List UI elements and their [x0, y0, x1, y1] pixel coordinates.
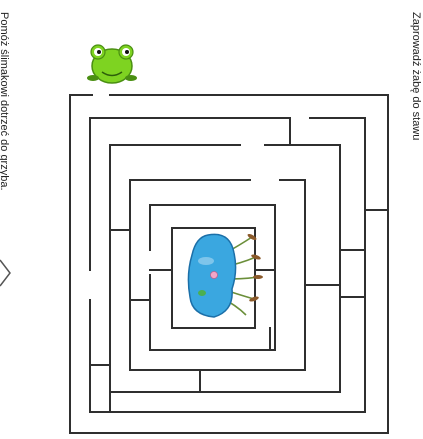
maze-wall-cross: [89, 117, 389, 413]
frog-icon: [87, 44, 137, 84]
maze-wall-ring-3: [109, 144, 341, 393]
maze-wall-ring-4: [129, 179, 306, 371]
maze-wall-ring-5: [149, 204, 276, 351]
maze-walls: [69, 94, 389, 434]
left-edge-arrow-icon: [0, 259, 11, 287]
maze-wall-inner: [171, 227, 256, 329]
maze-wall-ring-2: [89, 117, 366, 413]
maze-wall-outer: [69, 94, 389, 434]
pond-icon: [187, 233, 263, 318]
